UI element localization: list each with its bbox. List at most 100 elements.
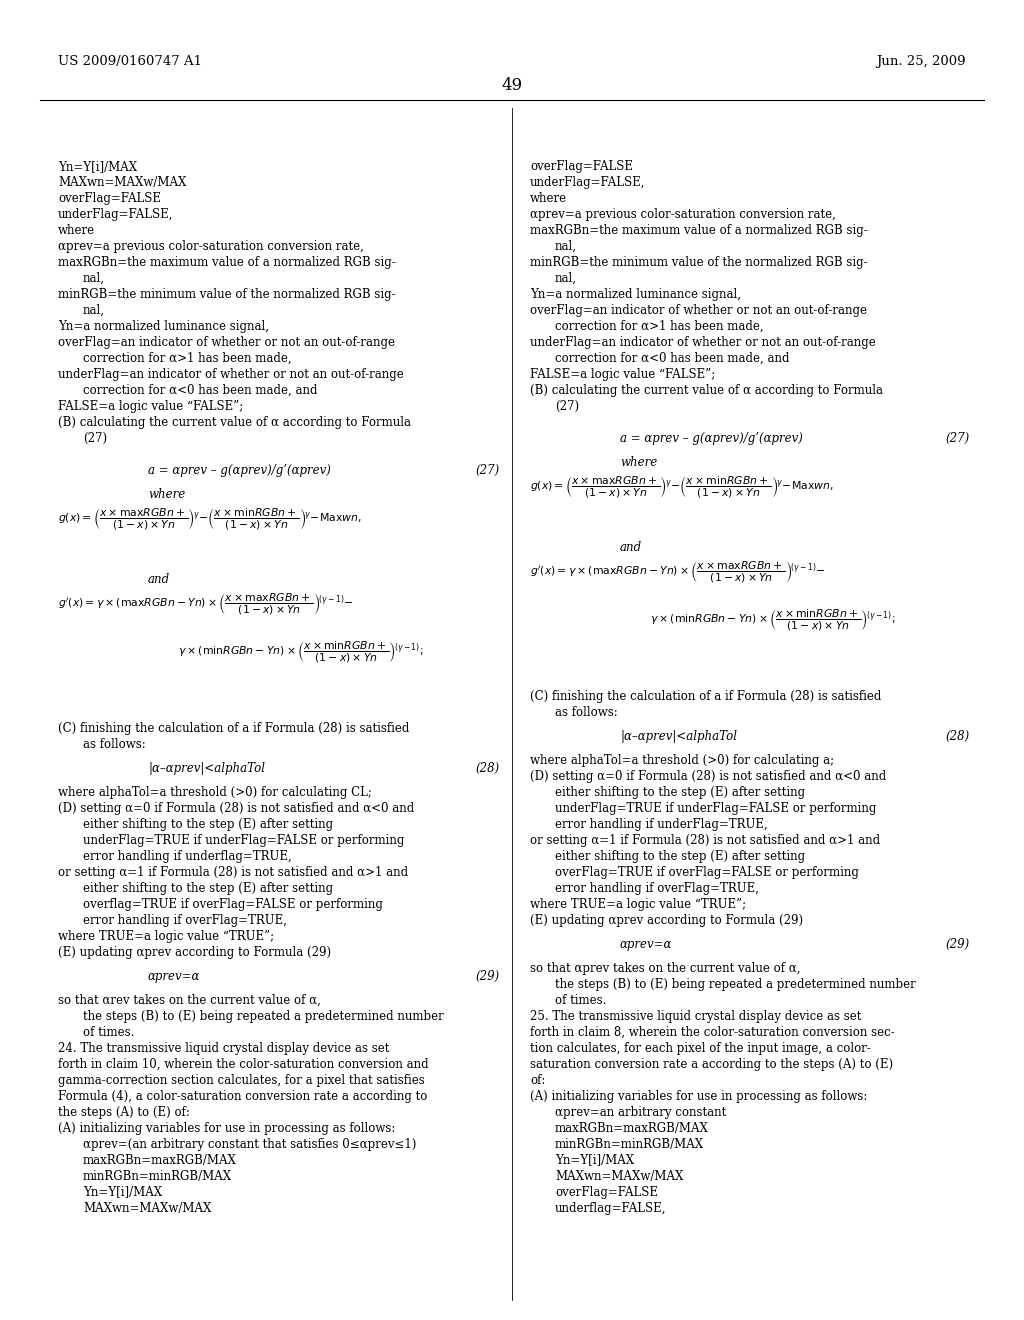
Text: and: and [148, 573, 170, 586]
Text: forth in claim 10, wherein the color-saturation conversion and: forth in claim 10, wherein the color-sat… [58, 1057, 429, 1071]
Text: as follows:: as follows: [83, 738, 145, 751]
Text: either shifting to the step (E) after setting: either shifting to the step (E) after se… [83, 817, 333, 830]
Text: αprev=α: αprev=α [620, 937, 673, 950]
Text: $\gamma \times (\mathrm{min}RGBn - Yn) \times \left(\dfrac{x \times \mathrm{min}: $\gamma \times (\mathrm{min}RGBn - Yn) \… [650, 607, 895, 632]
Text: overFlag=FALSE: overFlag=FALSE [58, 191, 161, 205]
Text: nal,: nal, [83, 304, 105, 317]
Text: nal,: nal, [83, 272, 105, 285]
Text: overFlag=FALSE: overFlag=FALSE [530, 160, 633, 173]
Text: Jun. 25, 2009: Jun. 25, 2009 [877, 55, 966, 69]
Text: either shifting to the step (E) after setting: either shifting to the step (E) after se… [555, 850, 805, 862]
Text: error handling if overFlag=TRUE,: error handling if overFlag=TRUE, [555, 882, 759, 895]
Text: Yn=Y[i]/MAX: Yn=Y[i]/MAX [83, 1185, 162, 1199]
Text: underFlag=an indicator of whether or not an out-of-range: underFlag=an indicator of whether or not… [530, 337, 876, 348]
Text: Yn=a normalized luminance signal,: Yn=a normalized luminance signal, [58, 319, 269, 333]
Text: minRGB=the minimum value of the normalized RGB sig-: minRGB=the minimum value of the normaliz… [530, 256, 867, 269]
Text: tion calculates, for each pixel of the input image, a color-: tion calculates, for each pixel of the i… [530, 1041, 870, 1055]
Text: underflag=FALSE,: underflag=FALSE, [555, 1201, 667, 1214]
Text: a = αprev – g(αprev)/g’(αprev): a = αprev – g(αprev)/g’(αprev) [620, 432, 803, 445]
Text: or setting α=1 if Formula (28) is not satisfied and α>1 and: or setting α=1 if Formula (28) is not sa… [58, 866, 409, 879]
Text: overFlag=an indicator of whether or not an out-of-range: overFlag=an indicator of whether or not … [58, 337, 395, 348]
Text: error handling if underflag=TRUE,: error handling if underflag=TRUE, [83, 850, 292, 862]
Text: αprev=a previous color-saturation conversion rate,: αprev=a previous color-saturation conver… [58, 240, 364, 253]
Text: so that αprev takes on the current value of α,: so that αprev takes on the current value… [530, 961, 801, 974]
Text: αprev=(an arbitrary constant that satisfies 0≤αprev≤1): αprev=(an arbitrary constant that satisf… [83, 1138, 417, 1151]
Text: overFlag=an indicator of whether or not an out-of-range: overFlag=an indicator of whether or not … [530, 304, 867, 317]
Text: Formula (4), a color-saturation conversion rate a according to: Formula (4), a color-saturation conversi… [58, 1089, 427, 1102]
Text: underFlag=FALSE,: underFlag=FALSE, [58, 209, 173, 220]
Text: nal,: nal, [555, 272, 577, 285]
Text: underFlag=an indicator of whether or not an out-of-range: underFlag=an indicator of whether or not… [58, 368, 403, 381]
Text: FALSE=a logic value “FALSE”;: FALSE=a logic value “FALSE”; [58, 400, 244, 413]
Text: or setting α=1 if Formula (28) is not satisfied and α>1 and: or setting α=1 if Formula (28) is not sa… [530, 834, 880, 846]
Text: (27): (27) [555, 400, 580, 413]
Text: saturation conversion rate a according to the steps (A) to (E): saturation conversion rate a according t… [530, 1057, 893, 1071]
Text: Yn=Y[i]/MAX: Yn=Y[i]/MAX [555, 1154, 634, 1167]
Text: (A) initializing variables for use in processing as follows:: (A) initializing variables for use in pr… [530, 1089, 867, 1102]
Text: error handling if underFlag=TRUE,: error handling if underFlag=TRUE, [555, 817, 768, 830]
Text: overFlag=FALSE: overFlag=FALSE [555, 1185, 658, 1199]
Text: (27): (27) [946, 432, 970, 445]
Text: minRGBn=minRGB/MAX: minRGBn=minRGB/MAX [83, 1170, 232, 1183]
Text: of times.: of times. [555, 994, 606, 1007]
Text: where: where [58, 224, 95, 238]
Text: FALSE=a logic value “FALSE”;: FALSE=a logic value “FALSE”; [530, 368, 715, 381]
Text: where: where [620, 455, 657, 469]
Text: underFlag=TRUE if underFlag=FALSE or performing: underFlag=TRUE if underFlag=FALSE or per… [83, 834, 404, 846]
Text: maxRGBn=maxRGB/MAX: maxRGBn=maxRGB/MAX [555, 1122, 709, 1135]
Text: $g(x) = \left(\dfrac{x \times \mathrm{max}RGBn +}{(1-x) \times Yn}\right)^{\!\ga: $g(x) = \left(\dfrac{x \times \mathrm{ma… [58, 507, 361, 532]
Text: Yn=Y[i]/MAX: Yn=Y[i]/MAX [58, 160, 137, 173]
Text: correction for α<0 has been made, and: correction for α<0 has been made, and [83, 384, 317, 397]
Text: forth in claim 8, wherein the color-saturation conversion sec-: forth in claim 8, wherein the color-satu… [530, 1026, 895, 1039]
Text: minRGBn=minRGB/MAX: minRGBn=minRGB/MAX [555, 1138, 705, 1151]
Text: (D) setting α=0 if Formula (28) is not satisfied and α<0 and: (D) setting α=0 if Formula (28) is not s… [58, 801, 415, 814]
Text: |α–αprev|<alphaTol: |α–αprev|<alphaTol [148, 762, 265, 775]
Text: minRGB=the minimum value of the normalized RGB sig-: minRGB=the minimum value of the normaliz… [58, 288, 395, 301]
Text: correction for α>1 has been made,: correction for α>1 has been made, [83, 352, 292, 366]
Text: (27): (27) [476, 465, 500, 477]
Text: where: where [148, 488, 185, 502]
Text: either shifting to the step (E) after setting: either shifting to the step (E) after se… [83, 882, 333, 895]
Text: overflag=TRUE if overFlag=FALSE or performing: overflag=TRUE if overFlag=FALSE or perfo… [83, 898, 383, 911]
Text: MAXwn=MAXw/MAX: MAXwn=MAXw/MAX [555, 1170, 683, 1183]
Text: $g'(x) = \gamma \times (\mathrm{max}RGBn - Yn) \times \left(\dfrac{x \times \mat: $g'(x) = \gamma \times (\mathrm{max}RGBn… [58, 591, 353, 616]
Text: where: where [530, 191, 567, 205]
Text: underFlag=TRUE if underFlag=FALSE or performing: underFlag=TRUE if underFlag=FALSE or per… [555, 801, 877, 814]
Text: (C) finishing the calculation of a if Formula (28) is satisfied: (C) finishing the calculation of a if Fo… [58, 722, 410, 735]
Text: 49: 49 [502, 77, 522, 94]
Text: MAXwn=MAXw/MAX: MAXwn=MAXw/MAX [83, 1201, 211, 1214]
Text: the steps (B) to (E) being repeated a predetermined number: the steps (B) to (E) being repeated a pr… [555, 978, 915, 990]
Text: |α–αprev|<alphaTol: |α–αprev|<alphaTol [620, 730, 737, 743]
Text: MAXwn=MAXw/MAX: MAXwn=MAXw/MAX [58, 176, 186, 189]
Text: (E) updating αprev according to Formula (29): (E) updating αprev according to Formula … [58, 945, 331, 958]
Text: (28): (28) [476, 762, 500, 775]
Text: $g'(x) = \gamma \times (\mathrm{max}RGBn - Yn) \times \left(\dfrac{x \times \mat: $g'(x) = \gamma \times (\mathrm{max}RGBn… [530, 560, 825, 585]
Text: the steps (B) to (E) being repeated a predetermined number: the steps (B) to (E) being repeated a pr… [83, 1010, 443, 1023]
Text: where alphaTol=a threshold (>0) for calculating CL;: where alphaTol=a threshold (>0) for calc… [58, 785, 372, 799]
Text: (E) updating αprev according to Formula (29): (E) updating αprev according to Formula … [530, 913, 803, 927]
Text: αprev=α: αprev=α [148, 970, 201, 982]
Text: $g(x) = \left(\dfrac{x \times \mathrm{max}RGBn +}{(1-x) \times Yn}\right)^{\!\ga: $g(x) = \left(\dfrac{x \times \mathrm{ma… [530, 475, 834, 500]
Text: of times.: of times. [83, 1026, 134, 1039]
Text: underFlag=FALSE,: underFlag=FALSE, [530, 176, 645, 189]
Text: the steps (A) to (E) of:: the steps (A) to (E) of: [58, 1106, 189, 1118]
Text: correction for α>1 has been made,: correction for α>1 has been made, [555, 319, 764, 333]
Text: maxRGBn=the maximum value of a normalized RGB sig-: maxRGBn=the maximum value of a normalize… [530, 224, 867, 238]
Text: a = αprev – g(αprev)/g’(αprev): a = αprev – g(αprev)/g’(αprev) [148, 465, 331, 477]
Text: where alphaTol=a threshold (>0) for calculating a;: where alphaTol=a threshold (>0) for calc… [530, 754, 835, 767]
Text: US 2009/0160747 A1: US 2009/0160747 A1 [58, 55, 202, 69]
Text: (D) setting α=0 if Formula (28) is not satisfied and α<0 and: (D) setting α=0 if Formula (28) is not s… [530, 770, 886, 783]
Text: either shifting to the step (E) after setting: either shifting to the step (E) after se… [555, 785, 805, 799]
Text: (B) calculating the current value of α according to Formula: (B) calculating the current value of α a… [530, 384, 883, 397]
Text: (28): (28) [946, 730, 970, 743]
Text: so that αrev takes on the current value of α,: so that αrev takes on the current value … [58, 994, 321, 1007]
Text: (29): (29) [476, 970, 500, 982]
Text: maxRGBn=the maximum value of a normalized RGB sig-: maxRGBn=the maximum value of a normalize… [58, 256, 395, 269]
Text: (A) initializing variables for use in processing as follows:: (A) initializing variables for use in pr… [58, 1122, 395, 1135]
Text: where TRUE=a logic value “TRUE”;: where TRUE=a logic value “TRUE”; [58, 929, 274, 942]
Text: where TRUE=a logic value “TRUE”;: where TRUE=a logic value “TRUE”; [530, 898, 746, 911]
Text: (29): (29) [946, 937, 970, 950]
Text: and: and [620, 541, 642, 554]
Text: αprev=an arbitrary constant: αprev=an arbitrary constant [555, 1106, 726, 1118]
Text: of:: of: [530, 1073, 546, 1086]
